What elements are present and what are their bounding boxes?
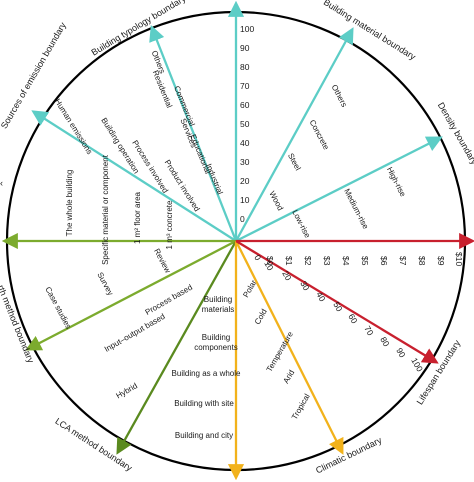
lifespan-tick: 80	[378, 335, 392, 348]
lifespan-arrow	[235, 240, 439, 364]
sources-of-emission-arrow	[31, 110, 237, 242]
method-label: Case studies	[43, 285, 73, 330]
cost-tick: $10	[454, 252, 464, 266]
material-label: Steel	[286, 152, 303, 173]
density-label: Medium-rise	[342, 187, 370, 231]
height-tick: 30	[240, 157, 250, 167]
height-tick: 40	[240, 138, 250, 148]
method-label: Review	[152, 247, 172, 275]
height-tick: 90	[240, 43, 250, 53]
sources-label-line: Human emissions	[53, 97, 94, 156]
material-label: Wood	[267, 190, 285, 213]
lifespan-tick: 60	[346, 312, 360, 325]
method-arrow	[25, 239, 237, 351]
density-label: Low-rise	[290, 208, 312, 240]
density-labels: High-rise Medium-rise Low-rise	[290, 166, 407, 240]
height-tick: 10	[240, 195, 250, 205]
sources-label: Human emissions	[53, 97, 94, 156]
scale-label-line: components	[194, 343, 238, 352]
height-tick: 60	[240, 100, 250, 110]
height-tick: 20	[240, 176, 250, 186]
height-tick: 70	[240, 81, 250, 91]
material-labels: Others Concrete Steel Wood	[267, 83, 348, 212]
lifespan-tick: 90	[394, 346, 408, 359]
height-tick: 0	[240, 214, 245, 224]
climate-label: Tropical	[290, 392, 312, 421]
title-building-typology: Building typology boundary	[90, 0, 188, 58]
climate-label: Arid	[281, 368, 296, 385]
cost-tick: $3	[322, 256, 332, 266]
lifespan-tick: 100	[409, 356, 425, 374]
cost-tick: $5	[360, 256, 370, 266]
sources-labels: Human emissions Building operation Proce…	[53, 97, 202, 213]
lca-method-arrow	[116, 240, 238, 455]
method-label: Survey	[95, 271, 115, 297]
height-tick: 80	[240, 62, 250, 72]
lifespan-tick: 20	[280, 269, 294, 282]
title-method-partial: rth method boundary	[0, 283, 36, 364]
climatic-arrow	[234, 240, 344, 455]
lifespan-tick: 30	[298, 279, 312, 292]
material-label: Concrete	[308, 118, 331, 151]
scale-label: Building and city	[175, 431, 233, 440]
height-scale: 100 90 80 70 60 50 40 30 20 10 0	[240, 24, 254, 224]
cost-tick: $8	[417, 256, 427, 266]
lca-method-label: Hybrid	[114, 381, 139, 400]
lifespan-tick: 50	[331, 300, 345, 313]
scale-label: Building as a whole	[172, 369, 241, 378]
scope-label: 1 m³ concrete	[165, 200, 174, 249]
cost-tick: $1	[284, 256, 294, 266]
typology-label: Industrial	[204, 162, 225, 196]
cost-tick: $6	[379, 256, 389, 266]
cost-tick: $7	[398, 256, 408, 266]
cost-tick: $0	[265, 256, 275, 266]
scale-label-line: materials	[202, 305, 234, 314]
scope-label: The whole building	[65, 170, 74, 237]
scope-label: 1 m² floor area	[133, 191, 142, 244]
title-sources-of-emission: Sources of emission boundary	[0, 20, 68, 130]
lifespan-tick: 40	[314, 290, 328, 303]
climate-labels: Polar Cold Temperature Arid Tropical	[241, 278, 312, 421]
cost-tick: $9	[436, 256, 446, 266]
density-label: High-rise	[385, 166, 408, 199]
lifespan-tick: 70	[362, 324, 376, 337]
title-density: Density boundary	[436, 101, 474, 167]
building-scale-labels: Building materials Building components Bui…	[172, 295, 241, 440]
scale-label: Building with site	[174, 399, 234, 408]
scope-label: Specific material or component	[101, 154, 110, 265]
lca-method-label: Process based	[144, 283, 194, 317]
lca-method-label: Input–output based	[103, 312, 167, 354]
scale-label-line: Building	[202, 333, 230, 342]
title-building-material: Building material boundary	[322, 0, 418, 62]
edge-fragment: ‹	[0, 178, 3, 188]
scale-label-line: Building	[204, 295, 232, 304]
height-tick: 100	[240, 24, 254, 34]
climate-label: Cold	[253, 307, 269, 326]
material-label: Others	[330, 83, 349, 108]
scale-label: Building components	[194, 333, 238, 352]
lifespan-tick: 10	[262, 259, 276, 272]
density-arrow	[235, 136, 443, 243]
scope-labels: The whole building Specific material or …	[65, 154, 174, 265]
scale-label: Building materials	[202, 295, 234, 314]
lifespan-tick: 0	[252, 253, 263, 262]
cost-tick: $2	[303, 256, 313, 266]
building-material-arrow	[234, 27, 354, 242]
building-typology-arrow	[149, 25, 238, 242]
cost-tick: $4	[341, 256, 351, 266]
height-tick: 50	[240, 119, 250, 129]
cost-scale: $0 $1 $2 $3 $4 $5 $6 $7 $8 $9 $10	[265, 252, 464, 266]
